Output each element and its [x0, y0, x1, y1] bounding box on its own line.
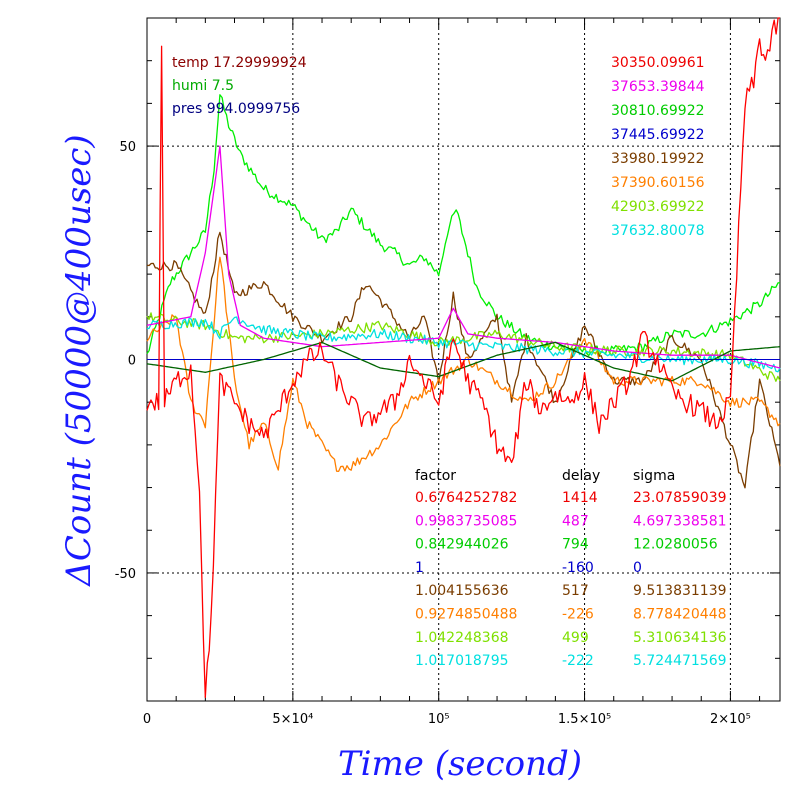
x-tick-label: 2×10⁵ [710, 712, 751, 727]
table-factor: 0.6764252782 [415, 490, 517, 506]
table-sigma: 0 [633, 560, 642, 576]
table-factor: 1.004155636 [415, 583, 509, 599]
table-delay: 517 [562, 583, 589, 599]
right-value: 37445.69922 [611, 127, 705, 143]
right-value: 37390.60156 [611, 175, 705, 191]
table-delay: 487 [562, 513, 589, 529]
series-line-6 [146, 145, 781, 369]
env-pres: pres 994.0999756 [172, 101, 300, 117]
right-value: 37632.80078 [611, 223, 705, 239]
series-line-5 [146, 316, 781, 373]
fit-table: factor delay sigma 0.6764252782 1414 23.07859… [415, 468, 727, 669]
table-sigma: 9.513831139 [633, 583, 727, 599]
table-sigma: 23.07859039 [633, 490, 727, 506]
right-value: 30350.09961 [611, 55, 705, 71]
y-tick-label: -50 [115, 567, 136, 582]
table-header-factor: factor [415, 468, 456, 484]
y-tick-label: 0 [128, 354, 136, 369]
series-line-8 [146, 341, 781, 382]
table-header-sigma: sigma [633, 468, 675, 484]
right-value: 30810.69922 [611, 103, 705, 119]
env-temp: temp 17.29999924 [172, 55, 307, 71]
table-sigma: 4.697338581 [633, 513, 727, 529]
table-factor: 0.9983735085 [415, 513, 517, 529]
table-sigma: 8.778420448 [633, 607, 727, 623]
x-tick-label: 10⁵ [428, 712, 450, 727]
series-line-1 [146, 94, 781, 357]
table-factor: 1.017018795 [415, 653, 509, 669]
table-sigma: 12.0280056 [633, 537, 718, 553]
right-value: 37653.39844 [611, 79, 705, 95]
table-factor: 1.042248368 [415, 630, 509, 646]
right-value: 42903.69922 [611, 199, 705, 215]
table-delay: 1414 [562, 490, 598, 506]
table-sigma: 5.724471569 [633, 653, 727, 669]
table-factor: 0.9274850488 [415, 607, 517, 623]
right-value: 33980.19922 [611, 151, 705, 167]
table-factor: 0.842944026 [415, 537, 509, 553]
x-tick-label: 5×10⁴ [272, 712, 313, 727]
table-delay: 794 [562, 537, 589, 553]
y-tick-label: 50 [119, 140, 136, 155]
x-axis-title: Time (second) [338, 744, 582, 784]
series-line-9 [146, 17, 780, 698]
table-delay: 499 [562, 630, 589, 646]
x-tick-labels: 0 5×10⁴ 10⁵ 1.5×10⁵ 2×10⁵ [143, 712, 751, 727]
series-layer [146, 17, 781, 698]
table-factor: 1 [415, 560, 424, 576]
table-delay: -160 [562, 560, 594, 576]
series-line-2 [146, 231, 781, 489]
table-header-delay: delay [562, 468, 600, 484]
env-readout: temp 17.29999924 humi 7.5 pres 994.0999756 [172, 55, 307, 117]
right-values: 30350.09961 37653.39844 30810.69922 37445.6… [611, 55, 705, 239]
env-humi: humi 7.5 [172, 78, 234, 94]
series-line-4 [146, 312, 781, 382]
x-tick-label: 1.5×10⁵ [558, 712, 611, 727]
x-tick-label: 0 [143, 712, 151, 727]
table-sigma: 5.310634136 [633, 630, 727, 646]
y-axis-title: ΔCount (50000@400usec) [59, 134, 99, 587]
y-tick-labels: 50 0 -50 [115, 140, 136, 582]
table-delay: -222 [562, 653, 594, 669]
table-delay: -226 [562, 607, 594, 623]
